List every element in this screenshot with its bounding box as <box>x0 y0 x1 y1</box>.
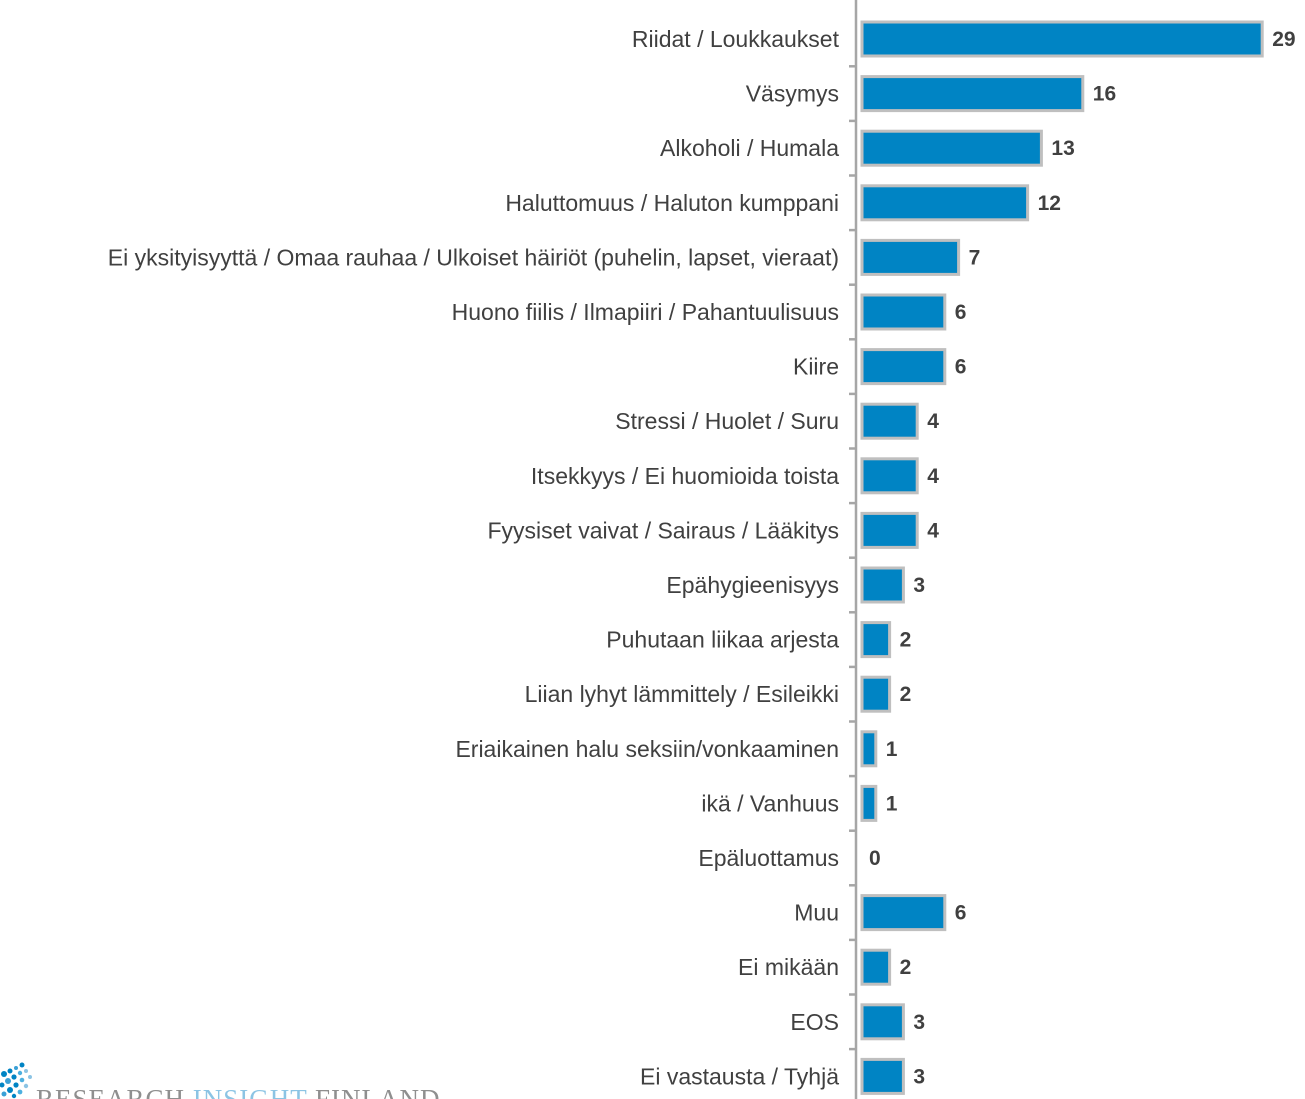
value-label: 16 <box>1093 83 1116 106</box>
bar <box>860 238 961 276</box>
category-label: Puhutaan liikaa arjesta <box>606 627 839 653</box>
bars <box>860 20 1264 1095</box>
logo-text: RESEARCH INSIGHT FINLAND <box>36 1084 441 1099</box>
value-label: 6 <box>955 356 967 379</box>
logo-word-research: RESEARCH <box>36 1084 186 1099</box>
value-label: 2 <box>900 956 912 979</box>
value-label: 1 <box>886 738 898 761</box>
category-label: Ei vastausta / Tyhjä <box>640 1063 839 1089</box>
bar <box>860 511 919 549</box>
value-label: 0 <box>869 847 881 870</box>
bar <box>860 1003 905 1041</box>
value-label: 1 <box>886 792 898 815</box>
value-label: 4 <box>927 465 939 488</box>
value-label: 6 <box>955 301 967 324</box>
bar <box>860 457 919 495</box>
category-label: Haluttomuus / Haluton kumppani <box>505 190 839 216</box>
category-label: Ei yksityisyyttä / Omaa rauhaa / Ulkoise… <box>108 244 839 270</box>
category-label: Epähygieenisyys <box>666 572 839 598</box>
bar <box>860 784 878 822</box>
category-label: Riidat / Loukkaukset <box>632 26 840 52</box>
category-label: Stressi / Huolet / Suru <box>615 408 839 434</box>
value-label: 6 <box>955 902 967 925</box>
category-label: Eriaikainen halu seksiin/vonkaaminen <box>455 736 839 762</box>
category-label: Ei mikään <box>738 954 839 980</box>
bar <box>860 730 878 768</box>
bar <box>860 402 919 440</box>
value-label: 3 <box>913 1065 925 1088</box>
category-label: ikä / Vanhuus <box>701 790 839 816</box>
bar <box>860 566 905 604</box>
value-label: 2 <box>900 629 912 652</box>
logo-word-finland: FINLAND <box>315 1084 441 1099</box>
category-axis <box>849 0 858 1099</box>
bar <box>860 184 1030 222</box>
category-label: Huono fiilis / Ilmapiiri / Pahantuulisuu… <box>452 299 839 325</box>
dot-cluster-icon <box>0 1062 32 1099</box>
bar <box>860 348 947 386</box>
logo-word-insight: INSIGHT <box>192 1084 308 1099</box>
bar <box>860 129 1043 167</box>
category-label: Alkoholi / Humala <box>660 135 839 161</box>
bar <box>860 894 947 932</box>
value-label: 2 <box>900 683 912 706</box>
value-label: 4 <box>927 519 939 542</box>
category-label: EOS <box>790 1009 839 1035</box>
bar <box>860 675 892 713</box>
bar <box>860 1057 905 1095</box>
category-label: Kiire <box>793 354 839 380</box>
category-labels: Riidat / Loukkaukset Väsymys Alkoholi / Hu… <box>108 26 840 1089</box>
research-insight-finland-logo: RESEARCH INSIGHT FINLAND <box>0 1062 470 1099</box>
category-label: Itsekkyys / Ei huomioida toista <box>531 463 839 489</box>
value-label: 3 <box>913 1011 925 1034</box>
bar <box>860 621 892 659</box>
value-label: 7 <box>969 246 981 269</box>
value-label: 13 <box>1051 137 1074 160</box>
value-label: 12 <box>1038 192 1061 215</box>
category-label: Liian lyhyt lämmittely / Esileikki <box>525 681 839 707</box>
category-label: Fyysiset vaivat / Sairaus / Lääkitys <box>487 517 839 543</box>
value-label: 4 <box>927 410 939 433</box>
value-label: 3 <box>913 574 925 597</box>
bar <box>860 293 947 331</box>
bar <box>860 20 1264 58</box>
bar <box>860 948 892 986</box>
value-label: 29 <box>1272 28 1295 51</box>
bar <box>860 75 1085 113</box>
category-label: Väsymys <box>746 81 839 107</box>
category-label: Epäluottamus <box>698 845 839 871</box>
category-label: Muu <box>794 900 839 926</box>
